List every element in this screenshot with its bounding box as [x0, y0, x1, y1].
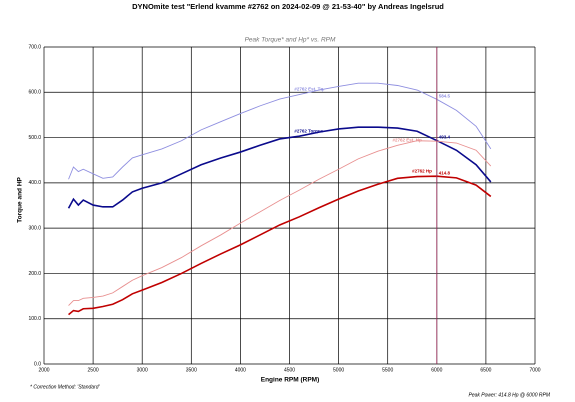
x-tick-label: 5000 — [333, 367, 344, 373]
series-label: #2762 Est. Hp — [393, 137, 423, 142]
x-tick-label: 3500 — [186, 367, 197, 373]
y-tick-label: 500.0 — [28, 135, 41, 141]
series-line — [68, 140, 492, 306]
annotation: 414.8 — [439, 170, 451, 175]
x-tick-label: 2000 — [38, 367, 49, 373]
series-line — [68, 175, 492, 316]
x-tick-label: 7000 — [529, 367, 540, 373]
chart-subtitle: Peak Torque* and Hp* vs. RPM — [245, 37, 336, 44]
series-label: #2762 Est. Tq. — [294, 87, 324, 92]
y-tick-label: 400.0 — [28, 180, 41, 186]
x-axis-label: Engine RPM (RPM) — [261, 377, 320, 384]
series-line — [67, 126, 492, 209]
footer: Peak Power: 414.8 Hp @ 6000 RPM — [468, 392, 550, 398]
series-label: #2762 Torque — [294, 128, 323, 133]
x-tick-label: 2500 — [88, 367, 99, 373]
x-tick-label: 4000 — [235, 367, 246, 373]
footnote: * Correction Method: 'Standard' — [30, 384, 100, 390]
x-tick-label: 6000 — [431, 367, 442, 373]
y-tick-label: 100.0 — [28, 316, 41, 322]
annotation: 493.4 — [439, 135, 451, 140]
x-tick-label: 5500 — [382, 367, 393, 373]
annotation: 584.5 — [439, 93, 451, 98]
y-tick-label: 200.0 — [28, 271, 41, 277]
series-label: #2762 Hp — [412, 169, 432, 174]
y-axis-label: Torque and HP — [17, 176, 24, 222]
chart-title: DYNOmite test "Erlend kvamme #2762 on 20… — [132, 2, 444, 11]
y-tick-label: 700.0 — [28, 44, 41, 50]
x-tick-label: 6500 — [480, 367, 491, 373]
y-tick-label: 0.0 — [34, 361, 41, 367]
series-line — [68, 82, 492, 180]
x-tick-label: 3000 — [137, 367, 148, 373]
y-tick-label: 600.0 — [28, 90, 41, 96]
x-tick-label: 4500 — [284, 367, 295, 373]
y-tick-label: 300.0 — [28, 225, 41, 231]
